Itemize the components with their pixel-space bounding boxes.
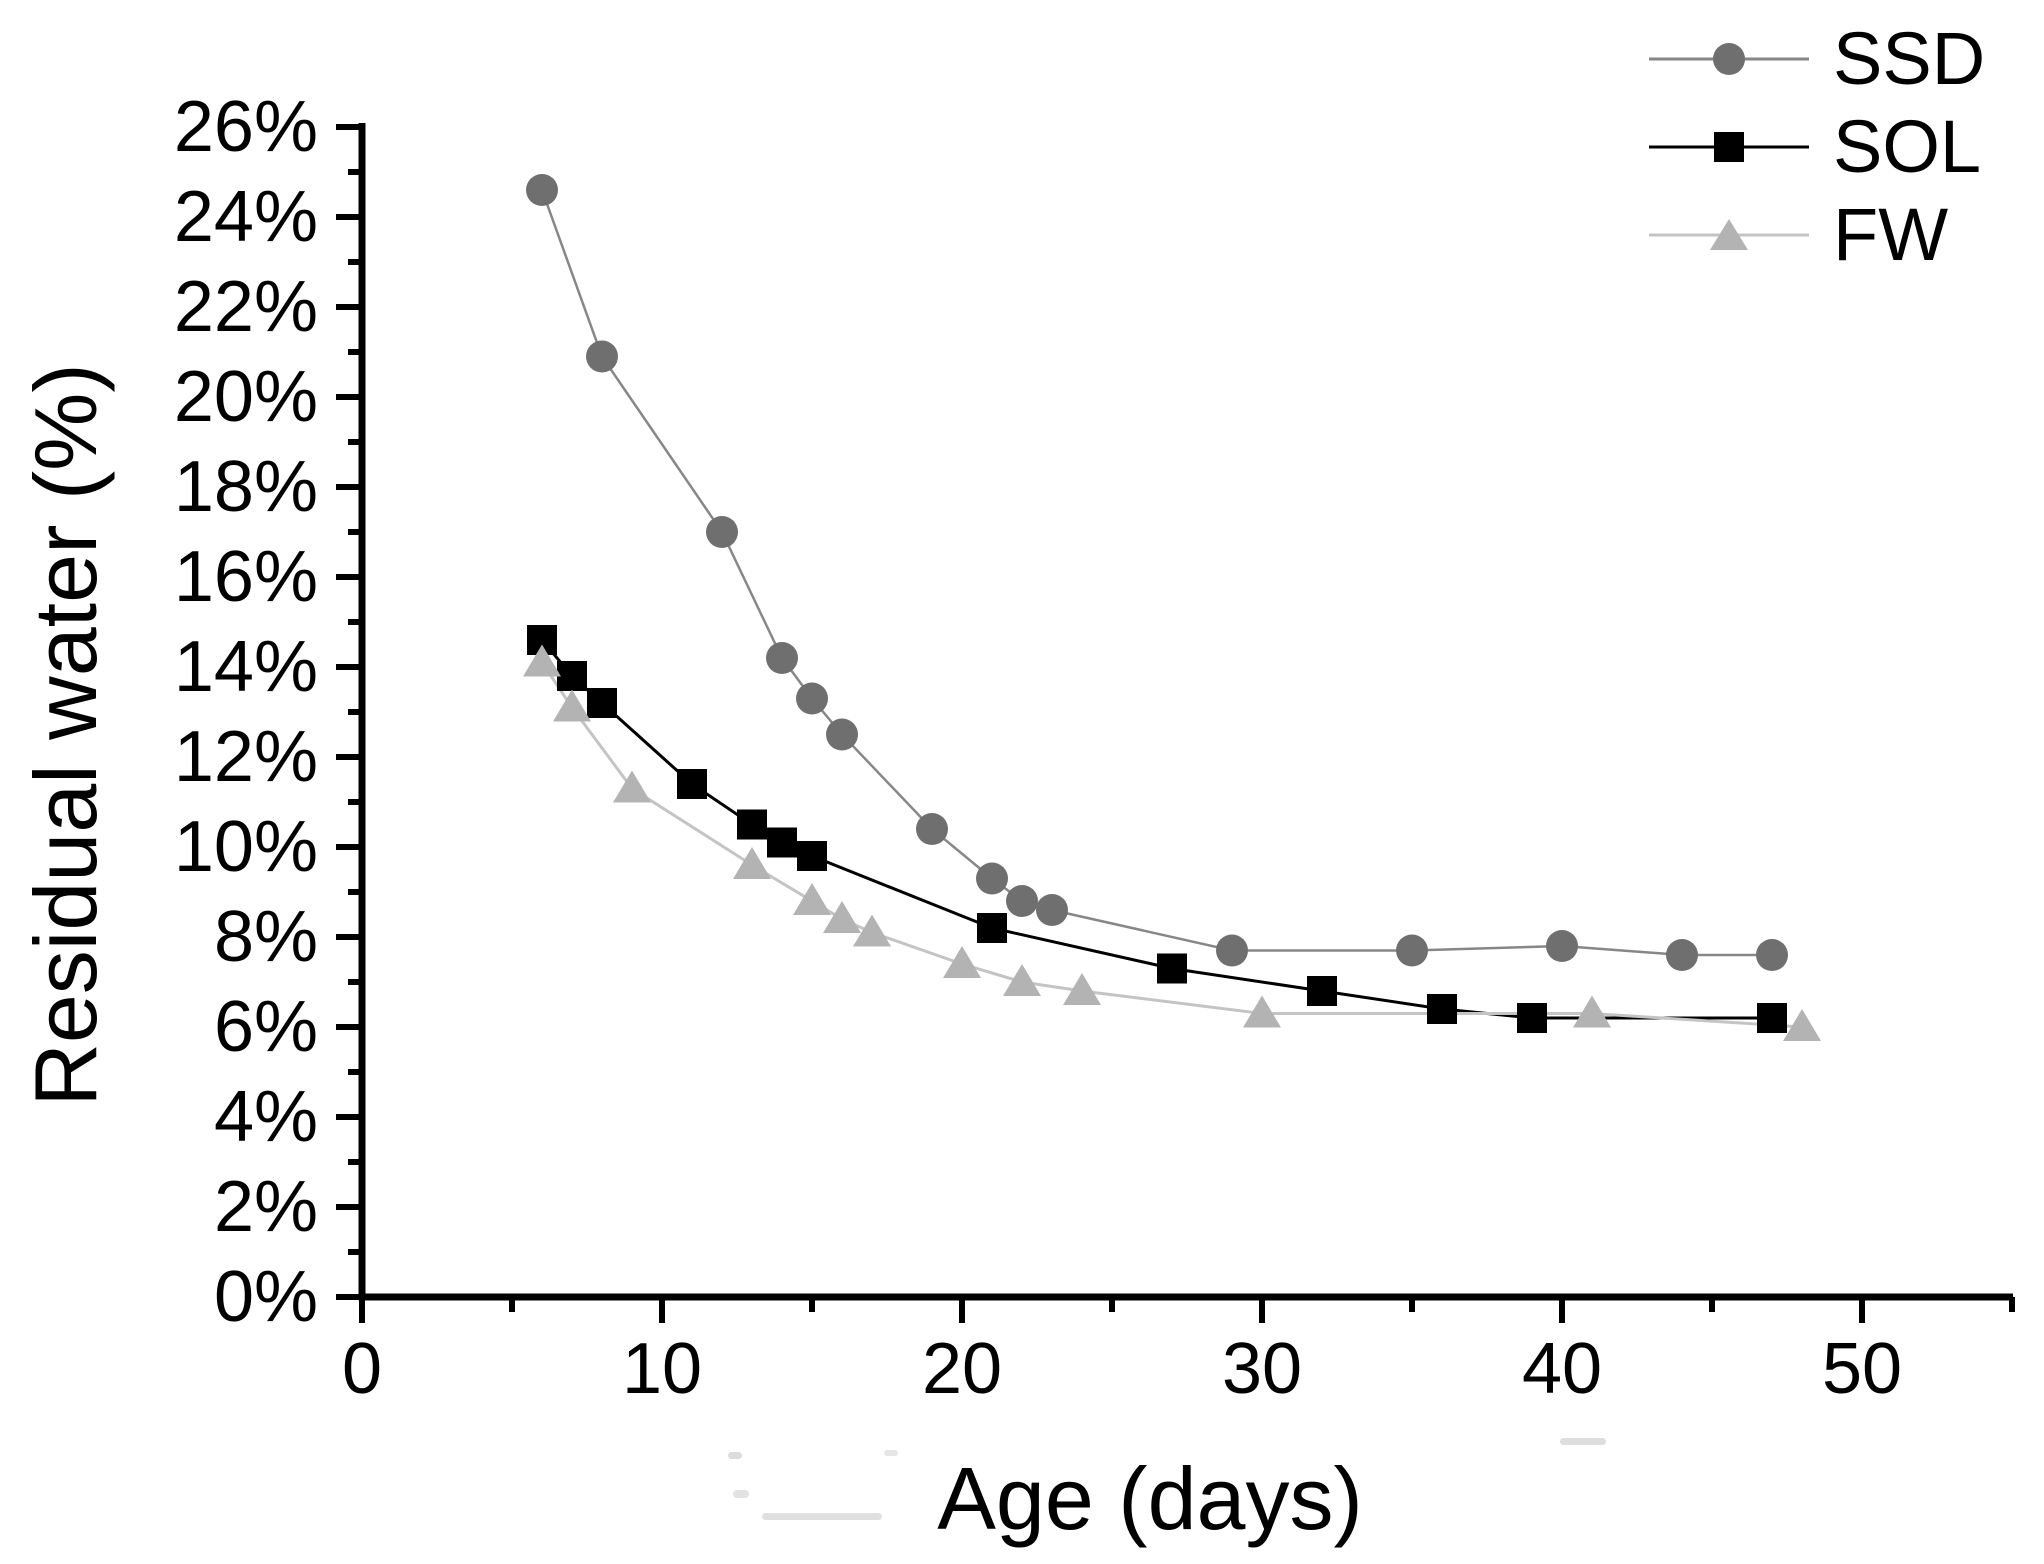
marker-ssd-circle — [1546, 930, 1578, 962]
y-tick-label: 6% — [214, 987, 318, 1067]
x-tick-label: 30 — [1222, 1329, 1302, 1409]
legend-label-fw: FW — [1833, 193, 1949, 276]
y-tick-label: 8% — [214, 897, 318, 977]
x-tick-label: 10 — [622, 1329, 702, 1409]
marker-fw-triangle — [1243, 995, 1281, 1028]
marker-ssd-circle — [706, 516, 738, 548]
marker-sol-square — [557, 661, 587, 691]
y-tick-label: 18% — [174, 447, 318, 527]
marker-fw-triangle — [1783, 1009, 1821, 1041]
x-axis-title: Age (days) — [937, 1449, 1363, 1548]
y-tick-label: 14% — [174, 627, 318, 707]
marker-ssd-circle — [526, 174, 558, 206]
marker-sol-square — [1157, 953, 1187, 984]
marker-sol-square — [1427, 994, 1457, 1024]
marker-ssd-circle — [826, 718, 858, 751]
marker-fw-triangle — [853, 914, 891, 947]
y-tick-label: 24% — [174, 177, 318, 257]
artifact-smudge — [884, 1450, 898, 1456]
x-tick-label: 0 — [342, 1329, 382, 1409]
marker-fw-triangle — [613, 770, 651, 803]
legend-marker-ssd-circle-icon — [1649, 43, 1809, 75]
artifact-smudge — [762, 1513, 882, 1520]
artifact-smudge — [733, 1490, 749, 1498]
y-tick-label: 26% — [174, 87, 318, 167]
marker-sol-square — [797, 841, 827, 871]
marker-sol-square — [1757, 1003, 1787, 1033]
y-tick-label: 16% — [174, 537, 318, 617]
marker-fw-triangle — [1063, 973, 1101, 1005]
marker-fw-triangle — [733, 847, 771, 879]
y-tick-label: 2% — [214, 1167, 318, 1247]
marker-ssd-circle — [1216, 934, 1248, 967]
y-tick-label: 10% — [174, 807, 318, 887]
marker-sol-square — [977, 913, 1007, 943]
marker-fw-triangle — [523, 644, 561, 677]
marker-fw-triangle — [793, 883, 831, 915]
series-ssd-line — [540, 189, 1772, 957]
marker-ssd-circle — [1756, 939, 1788, 971]
legend-marker-fw-triangle-icon — [1649, 219, 1809, 250]
marker-sol-square — [677, 769, 707, 799]
x-tick-label: 40 — [1522, 1329, 1602, 1409]
marker-ssd-circle — [796, 682, 828, 715]
y-tick-label: 22% — [174, 267, 318, 347]
marker-fw-triangle — [1003, 964, 1041, 996]
marker-sol-square — [1517, 1003, 1547, 1033]
marker-ssd-circle — [916, 813, 948, 845]
marker-fw-triangle — [823, 901, 861, 933]
marker-ssd-circle — [766, 642, 798, 674]
y-tick-label: 20% — [174, 357, 318, 437]
marker-fw-triangle — [943, 946, 981, 978]
legend-item-sol: SOL — [1647, 103, 1985, 191]
x-tick-label: 20 — [922, 1329, 1002, 1409]
marker-ssd-circle — [976, 862, 1008, 895]
marker-sol-square — [767, 827, 797, 858]
y-tick-label: 0% — [214, 1257, 318, 1337]
legend-label-sol: SOL — [1833, 105, 1982, 188]
marker-fw-triangle — [553, 689, 591, 722]
x-tick-label: 50 — [1822, 1329, 1902, 1409]
marker-fw-triangle — [1573, 995, 1611, 1028]
artifact-smudge — [1560, 1438, 1606, 1445]
legend-marker-sol-square-icon — [1649, 132, 1809, 162]
marker-sol-square — [587, 688, 617, 718]
y-tick-label: 12% — [174, 717, 318, 797]
marker-ssd-circle — [586, 340, 618, 373]
marker-ssd-circle — [1666, 939, 1698, 971]
y-axis-title: Residual water (%) — [16, 363, 115, 1107]
artifact-smudge — [728, 1452, 742, 1459]
marker-ssd-circle — [1396, 934, 1428, 967]
marker-sol-square — [737, 809, 767, 840]
marker-ssd-circle — [1036, 894, 1068, 926]
legend-label-ssd: SSD — [1833, 17, 1986, 100]
y-tick-label: 4% — [214, 1077, 318, 1157]
marker-sol-square — [1307, 976, 1337, 1006]
legend: SSD SOL FW — [1647, 15, 1985, 279]
legend-item-ssd: SSD — [1647, 15, 1985, 103]
marker-ssd-circle — [1006, 885, 1038, 917]
legend-item-fw: FW — [1647, 191, 1985, 279]
